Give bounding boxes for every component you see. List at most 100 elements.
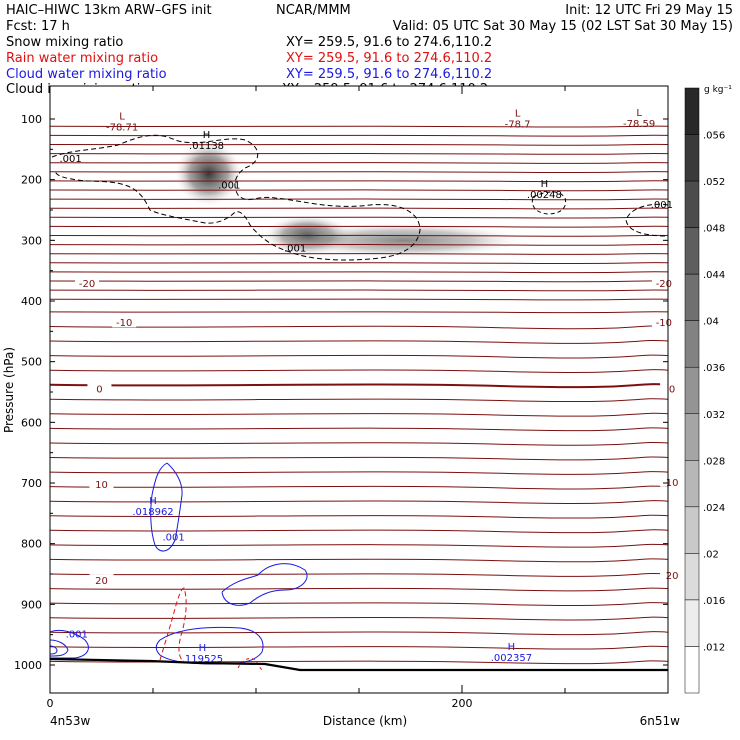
temperature-isotherm: [50, 189, 668, 192]
colorbar-swatch: [684, 273, 700, 321]
field-name-cloud-water: Cloud water mixing ratio: [6, 67, 167, 82]
temperature-label: 10: [95, 480, 108, 491]
extremum-marker: H: [199, 643, 207, 654]
y-tick-label: 700: [21, 477, 42, 490]
snow-contour-upper-left: [51, 134, 421, 261]
temperature-isotherm: [50, 171, 668, 174]
colorbar-label: .052: [703, 177, 725, 188]
temperature-isotherm: [50, 243, 668, 246]
temperature-label-bg: [660, 569, 685, 581]
temperature-label-bg: [89, 478, 114, 490]
temperature-isotherm: [50, 289, 668, 292]
temperature-isotherm: [50, 558, 668, 563]
colorbar-swatch: [684, 413, 700, 461]
rain-contour-spike: [159, 587, 187, 661]
colorbar-swatch: [684, 460, 700, 508]
temperature-isotherm: [50, 125, 668, 128]
contour-label: .001: [59, 154, 81, 165]
temperature-isotherm: [50, 216, 668, 219]
temperature-isotherm: [50, 412, 668, 417]
temperature-isotherm: [50, 427, 668, 432]
cloud-water-contour-h119525: [155, 626, 264, 665]
extremum-marker: H: [508, 642, 516, 653]
colorbar-swatch: [684, 553, 700, 601]
temperature-isotherm: [50, 529, 668, 534]
colorbar-unit: g kg⁻¹: [704, 85, 732, 95]
temperature-isotherm: [50, 572, 668, 577]
contour-label: .001: [284, 244, 306, 255]
extremum-value: .018962: [132, 507, 173, 518]
temperature-label: 20: [666, 571, 679, 582]
colorbar-swatch: [684, 366, 700, 415]
colorbar-label: .056: [703, 131, 725, 142]
extremum-marker: H: [541, 179, 549, 190]
x-tick-label: 200: [452, 697, 473, 710]
temperature-label: 0: [669, 384, 675, 395]
y-tick-label: 400: [21, 295, 42, 308]
temperature-isotherm: [50, 587, 668, 592]
extremum-marker: L: [515, 109, 521, 120]
temperature-label: -10: [656, 318, 672, 329]
x-tick-label: 0: [47, 697, 54, 710]
temperature-isotherm: [50, 234, 668, 237]
extremum-value: .01138: [189, 141, 224, 152]
contour-label: .001: [66, 629, 88, 640]
field-xy-snow: XY= 259.5, 91.6 to 274.6,110.2: [286, 35, 492, 50]
temperature-isotherm: [50, 369, 668, 373]
extremum-marker: H: [149, 496, 157, 507]
colorbar-swatch: [684, 87, 700, 135]
temperature-isotherm: [50, 262, 668, 265]
temperature-isotherm: [50, 339, 668, 344]
temperature-isotherm: [50, 485, 668, 490]
contour-label: .001: [218, 181, 240, 192]
temperature-isotherm: [50, 198, 668, 201]
header-init: Init: 12 UTC Fri 29 May 15: [565, 3, 733, 18]
header-fcst: Fcst: 17 h: [6, 19, 70, 34]
extremum-value: -78.59: [623, 119, 655, 130]
y-tick-label: 800: [21, 538, 42, 551]
temperature-label: 20: [95, 576, 108, 587]
extremum-value: .00248: [527, 190, 562, 201]
x-endpoint-left: 4n53w: [50, 714, 91, 728]
colorbar-label: .016: [703, 596, 725, 607]
temperature-label-bg: [660, 475, 685, 487]
rain-contour-small: [237, 657, 263, 671]
y-tick-label: 900: [21, 598, 42, 611]
y-tick-label: 600: [21, 416, 42, 429]
temperature-label: -20: [79, 279, 95, 290]
temperature-isotherm: [50, 253, 668, 255]
temperature-isotherm: [50, 602, 668, 606]
colorbar: .056 .052 .048 .044 .04 .036 .032 .028 .024 .02 .0…: [684, 87, 725, 694]
colorbar-label: .04: [703, 317, 719, 328]
cloud-water-contour-lowleft-3: [50, 645, 58, 655]
field-name-rain: Rain water mixing ratio: [6, 51, 158, 66]
y-tick-label: 200: [21, 174, 42, 187]
cloud-water-contour-lowleft-2: [50, 639, 69, 657]
temperature-isotherm: [50, 383, 668, 389]
field-name-snow: Snow mixing ratio: [6, 35, 123, 50]
y-tick-label: 1000: [14, 659, 42, 672]
contour-label: .001: [162, 532, 184, 543]
temperature-isotherm: [50, 225, 668, 228]
extremum-value: -78.7: [505, 120, 531, 131]
temperature-label-bg: [89, 574, 114, 586]
x-axis-title: Distance (km): [323, 714, 407, 728]
header-title-center: NCAR/MMM: [276, 3, 351, 18]
temperature-label: -10: [116, 318, 132, 329]
temperature-isotherm: [50, 471, 668, 475]
extremum-marker: L: [636, 108, 642, 119]
temperature-label-bg: [87, 382, 112, 394]
temperature-isotherm: [50, 616, 668, 621]
temperature-isotherm: [50, 280, 668, 283]
temperature-isotherm: [50, 311, 668, 314]
temperature-isotherm: [50, 398, 668, 403]
temperature-isotherm: [50, 207, 668, 210]
cloud-water-contour-lowleft-1: [50, 629, 89, 659]
temperature-isotherm: [50, 645, 668, 650]
temperature-isotherm: [50, 152, 668, 155]
temperature-isotherm: [50, 441, 668, 446]
plot-background: [50, 86, 668, 693]
terrain-line: [49, 657, 668, 672]
